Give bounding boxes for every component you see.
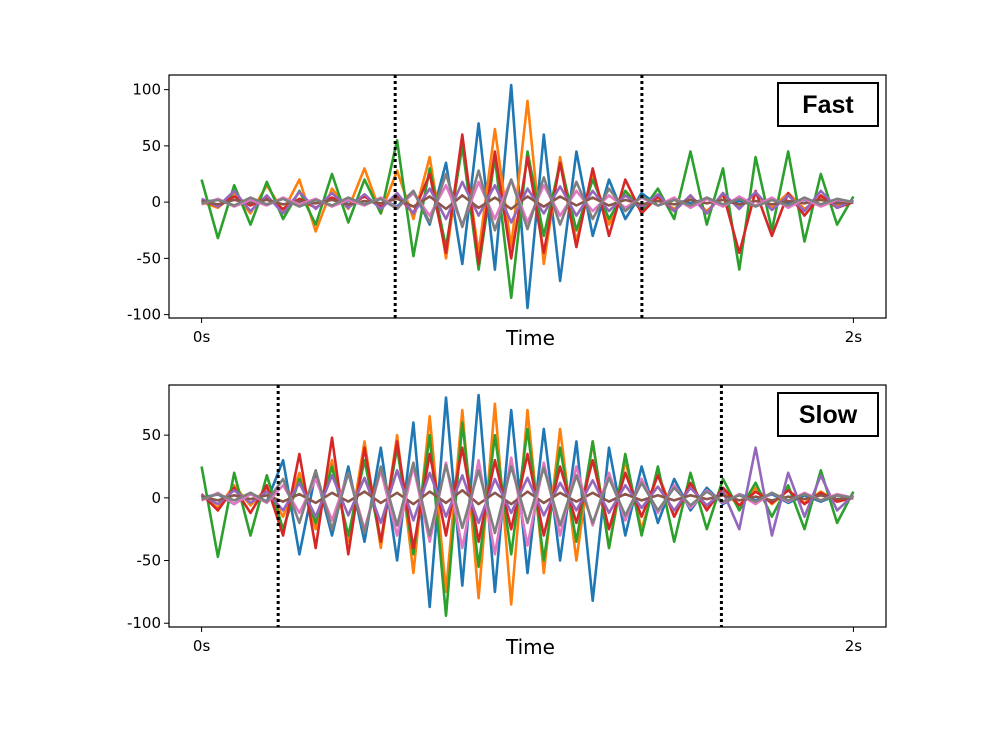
x-tick-label: 2s xyxy=(845,637,863,655)
y-tick-label: -50 xyxy=(137,249,162,267)
subplot-slow: 50 0 -50 -100 0s 2s Time Slow xyxy=(127,384,887,659)
legend-label: Slow xyxy=(799,401,858,429)
x-axis-label: Time xyxy=(505,635,555,659)
y-tick-label: -50 xyxy=(137,552,162,570)
x-axis-label: Time xyxy=(505,326,555,350)
y-tick-label: -100 xyxy=(127,306,161,324)
series-line-7 xyxy=(201,169,854,232)
legend-box xyxy=(777,392,879,437)
y-tick-label: 50 xyxy=(142,426,161,444)
series-line-6 xyxy=(201,178,854,226)
y-tick-label: 0 xyxy=(151,193,161,211)
series-group xyxy=(200,83,855,310)
y-tick-label: -100 xyxy=(127,614,161,632)
series-line-7 xyxy=(201,461,854,537)
series-group xyxy=(200,393,855,618)
series-line-4 xyxy=(200,446,855,537)
y-tick-label: 50 xyxy=(142,137,161,155)
axes-frame xyxy=(168,384,887,628)
legend-box xyxy=(777,82,879,127)
axes-frame xyxy=(168,74,887,319)
subplot-fast: 100 50 0 -50 -100 0s 2s Time Fast xyxy=(127,74,887,350)
x-tick-label: 2s xyxy=(845,328,863,346)
x-tick-label: 0s xyxy=(193,637,211,655)
y-tick-label: 100 xyxy=(132,81,161,99)
y-tick-label: 0 xyxy=(151,489,161,507)
x-tick-label: 0s xyxy=(193,328,211,346)
series-line-5 xyxy=(201,488,854,506)
legend-label: Fast xyxy=(802,91,854,119)
